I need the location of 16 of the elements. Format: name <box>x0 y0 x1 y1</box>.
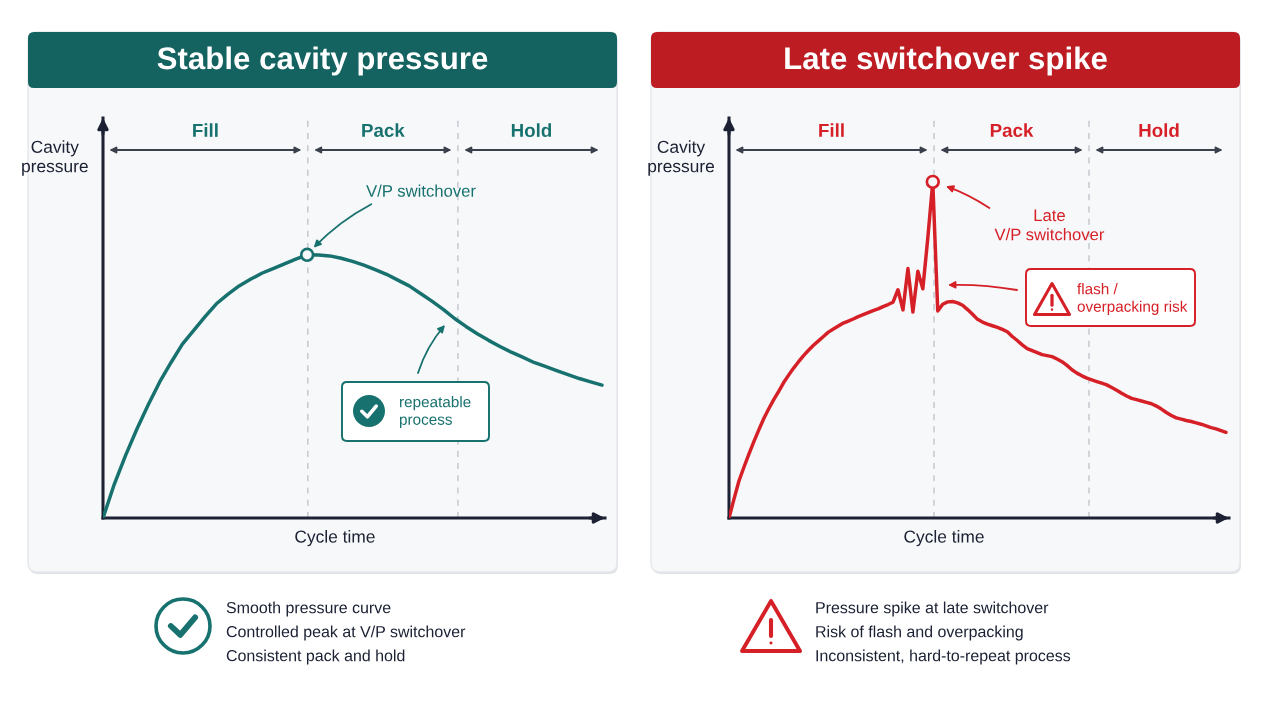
chart-title: Stable cavity pressure <box>157 46 488 76</box>
text: Inconsistent, hard-to-repeat process <box>816 649 1071 665</box>
text: Fill <box>819 123 844 137</box>
text: Pressure spike at late switchover <box>816 601 1049 617</box>
text: Pack <box>990 123 1034 138</box>
text: Smooth pressure curve <box>226 601 391 617</box>
text: Hold <box>511 123 552 138</box>
text: Fill <box>193 123 218 137</box>
text: Risk of flash and overpacking <box>816 625 1023 641</box>
text: Controlled peak at V/P switchover <box>226 625 466 641</box>
x-axis-title: Cycle time <box>904 530 984 547</box>
x-axis-title: Cycle time <box>295 530 375 547</box>
y-axis-title: Cavity pressure <box>648 140 714 176</box>
y-axis-title: Cavity pressure <box>22 140 88 176</box>
text: Consistent pack and hold <box>226 649 405 665</box>
chart-title: Late switchover spike <box>785 46 1107 76</box>
